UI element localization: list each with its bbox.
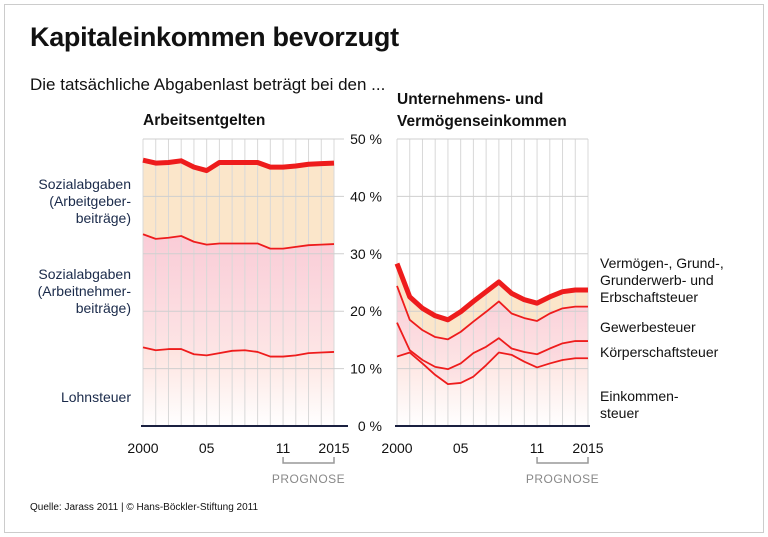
forecast-label: PROGNOSE <box>272 472 345 486</box>
series-label-line: Sozialabgaben <box>38 176 131 192</box>
x-tick-label: 11 <box>276 440 291 456</box>
y-tick-label: 0 % <box>358 418 382 434</box>
label-koerperschaftsteuer: Körperschaftsteuer <box>600 344 718 361</box>
chart-subtitle: Die tatsächliche Abgabenlast beträgt bei… <box>30 75 386 94</box>
series-line-einkommensteuer <box>396 351 588 385</box>
right-panel-title: Unternehmens- und Vermögenseinkommen <box>397 89 567 133</box>
x-tick-label: 2015 <box>572 440 603 456</box>
y-tick-label: 10 % <box>350 361 382 377</box>
y-tick-label: 50 % <box>350 131 382 147</box>
series-label-line: Lohnsteuer <box>60 389 131 405</box>
series-label-line: Einkommen- <box>600 388 679 404</box>
label-sozial-arbeitgeber: Sozialabgaben (Arbeitgeber-beiträge) <box>38 176 131 227</box>
area-lohnsteuer <box>143 347 334 426</box>
label-lohnsteuer: Lohnsteuer <box>61 389 131 406</box>
x-tick-label: 05 <box>453 440 469 456</box>
area-einkommensteuer <box>397 352 588 426</box>
label-gewerbesteuer: Gewerbesteuer <box>600 319 696 336</box>
series-line-sozialabgaben-arbeitgeber-beitr-ge- <box>142 157 335 174</box>
series-label-line: Vermögen-, Grund-, <box>600 255 724 271</box>
y-tick-label: 30 % <box>350 246 382 262</box>
series-line-gewerbesteuer <box>396 285 588 341</box>
series-label-line: steuer <box>600 405 639 421</box>
left-panel-title: Arbeitsentgelten <box>143 112 266 129</box>
y-tick-label: 40 % <box>350 188 382 204</box>
forecast-bracket <box>536 457 589 464</box>
source-note: Quelle: Jarass 2011 | © Hans-Böckler-Sti… <box>30 502 259 513</box>
series-label-line: Sozialabgaben <box>38 266 131 282</box>
figure-border <box>4 4 764 533</box>
series-label-line: (Arbeitnehmer- <box>37 283 131 299</box>
series-label-line: Gewerbesteuer <box>600 319 696 335</box>
label-sozial-arbeitnehmer: Sozialabgaben (Arbeitnehmer-beiträge) <box>38 266 131 317</box>
series-line-k-rperschaftsteuer <box>396 322 588 371</box>
label-einkommensteuer: Einkommen-steuer <box>600 388 679 422</box>
area-band-0 <box>143 160 334 249</box>
right-panel-title-line-1: Unternehmens- und <box>397 91 544 108</box>
series-label-line: beiträge) <box>75 300 131 316</box>
label-vermoegensteuer: Vermögen-, Grund-, Grunderwerb- und Erbsch… <box>600 255 724 306</box>
area-band-1 <box>143 234 334 357</box>
x-tick-label: 2000 <box>127 440 158 456</box>
forecast-label: PROGNOSE <box>526 472 599 486</box>
series-line-verm-gen-grund-grunderwerb-und-erbschaftsteuer <box>394 262 588 323</box>
series-line-lohnsteuer <box>142 346 335 358</box>
x-tick-label: 2015 <box>318 440 349 456</box>
x-tick-label: 05 <box>199 440 215 456</box>
right-panel-title-line-2: Vermögenseinkommen <box>397 113 567 130</box>
series-label-line: Grunderwerb- und <box>600 272 714 288</box>
chart-title: Kapitaleinkommen bevorzugt <box>30 22 399 52</box>
series-label-line: Körperschaftsteuer <box>600 344 719 360</box>
series-label-line: (Arbeitgeber- <box>49 193 131 209</box>
y-tick-label: 20 % <box>350 303 382 319</box>
series-label-line: Erbschaftsteuer <box>600 289 699 305</box>
series-label-line: beiträge) <box>75 210 131 226</box>
forecast-bracket <box>282 457 335 464</box>
series-line-sozialabgaben-arbeitnehmer-beitr-ge- <box>142 233 335 250</box>
x-tick-label: 2000 <box>381 440 412 456</box>
x-tick-label: 11 <box>530 440 545 456</box>
area-band-1 <box>397 285 588 370</box>
